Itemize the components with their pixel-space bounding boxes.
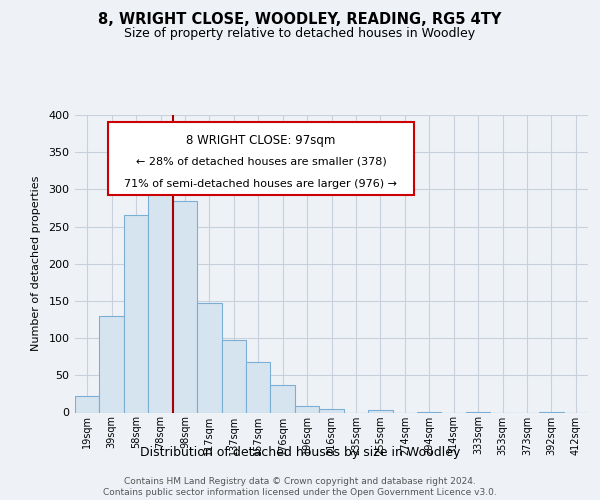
Bar [246, 362, 271, 412]
Bar [271, 385, 295, 412]
Bar [75, 396, 100, 412]
Bar [221, 340, 246, 412]
Bar [319, 409, 344, 412]
Bar [368, 410, 392, 412]
Bar [100, 316, 124, 412]
Text: ← 28% of detached houses are smaller (378): ← 28% of detached houses are smaller (37… [136, 156, 386, 166]
Text: 8 WRIGHT CLOSE: 97sqm: 8 WRIGHT CLOSE: 97sqm [186, 134, 335, 147]
FancyBboxPatch shape [109, 122, 413, 196]
Text: Contains public sector information licensed under the Open Government Licence v3: Contains public sector information licen… [103, 488, 497, 497]
Text: Contains HM Land Registry data © Crown copyright and database right 2024.: Contains HM Land Registry data © Crown c… [124, 476, 476, 486]
Bar [124, 216, 148, 412]
Bar [173, 200, 197, 412]
Bar [148, 190, 173, 412]
Text: Size of property relative to detached houses in Woodley: Size of property relative to detached ho… [124, 28, 476, 40]
Text: Distribution of detached houses by size in Woodley: Distribution of detached houses by size … [140, 446, 460, 459]
Bar [197, 303, 221, 412]
Text: 71% of semi-detached houses are larger (976) →: 71% of semi-detached houses are larger (… [124, 179, 397, 189]
Text: 8, WRIGHT CLOSE, WOODLEY, READING, RG5 4TY: 8, WRIGHT CLOSE, WOODLEY, READING, RG5 4… [98, 12, 502, 28]
Y-axis label: Number of detached properties: Number of detached properties [31, 176, 41, 352]
Bar [295, 406, 319, 412]
